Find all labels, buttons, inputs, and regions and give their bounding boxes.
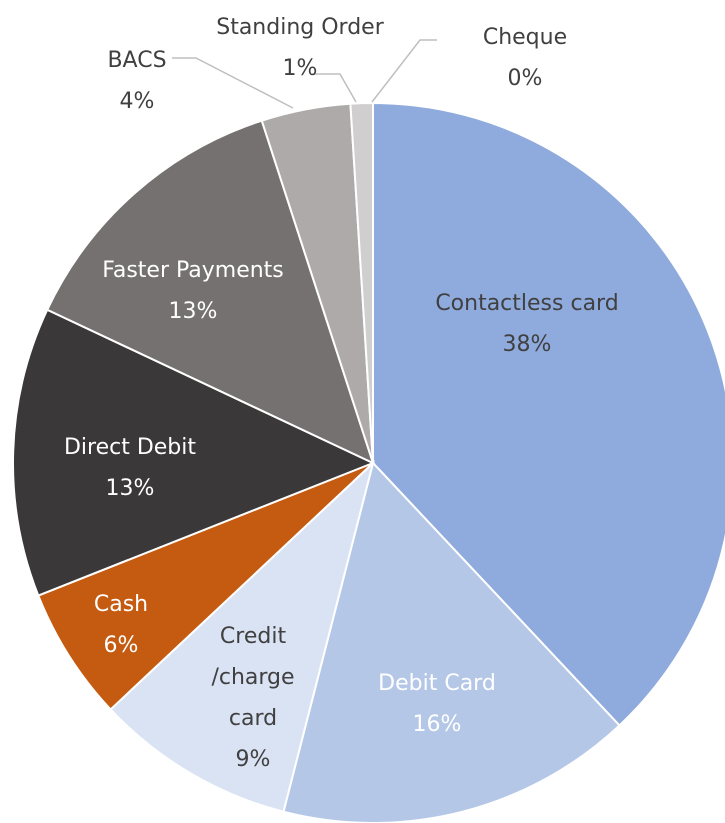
category-label: Credit /charge card	[211, 624, 295, 731]
value-label: 1%	[282, 56, 318, 81]
category-label: Contactless card	[435, 291, 619, 316]
leader-line	[312, 73, 357, 103]
category-label: Direct Debit	[63, 435, 197, 460]
value-label: 6%	[103, 633, 139, 658]
slice-label: Cheque 0%	[465, 17, 585, 99]
pie-slice	[372, 101, 725, 727]
value-label: 13%	[168, 299, 218, 324]
slice-label: Debit Card 16%	[337, 663, 537, 745]
category-label: BACS	[107, 48, 167, 73]
pie-slice	[282, 460, 621, 823]
category-label: Cash	[93, 592, 149, 617]
value-label: 0%	[507, 66, 543, 91]
pie-slice	[36, 462, 374, 711]
leader-line	[371, 39, 437, 103]
value-label: 9%	[235, 747, 271, 772]
value-label: 13%	[105, 476, 155, 501]
value-label: 38%	[502, 332, 552, 357]
slice-label: Faster Payments 13%	[73, 250, 313, 332]
value-label: 16%	[412, 712, 462, 737]
pie-slice	[12, 308, 376, 597]
slice-label: Credit /charge card 9%	[203, 616, 303, 780]
slice-label: BACS 4%	[87, 40, 187, 122]
slice-label: Standing Order 1%	[200, 7, 400, 89]
slice-label: Cash 6%	[61, 584, 181, 666]
category-label: Debit Card	[378, 671, 496, 696]
slice-label: Direct Debit 13%	[30, 427, 230, 509]
pie-slice	[45, 119, 375, 465]
category-label: Faster Payments	[102, 258, 284, 283]
value-label: 4%	[119, 89, 155, 114]
slice-label: Contactless card 38%	[397, 283, 657, 365]
pie-slice	[109, 459, 375, 813]
leader-line	[172, 57, 294, 109]
category-label: Standing Order	[216, 15, 384, 40]
category-label: Cheque	[482, 25, 568, 50]
